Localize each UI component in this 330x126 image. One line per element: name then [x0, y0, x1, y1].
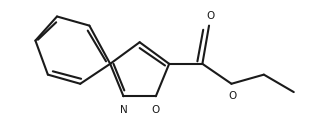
Text: O: O: [228, 91, 236, 101]
Text: O: O: [207, 11, 215, 21]
Text: O: O: [152, 105, 160, 115]
Text: N: N: [119, 105, 127, 115]
